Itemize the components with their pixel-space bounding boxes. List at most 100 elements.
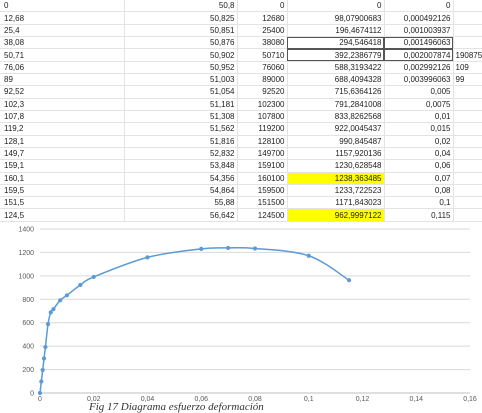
table-cell[interactable]: 102,3 xyxy=(0,98,125,111)
table-cell[interactable] xyxy=(453,208,482,222)
table-cell[interactable]: 151,5 xyxy=(0,196,125,210)
table-cell[interactable]: 0 xyxy=(287,0,385,13)
table-cell[interactable]: 833,8262568 xyxy=(287,110,385,124)
table-cell[interactable]: 0,002992126 xyxy=(384,61,454,75)
table-cell[interactable]: 50,8 xyxy=(124,0,238,13)
table-cell[interactable]: 1233,722523 xyxy=(287,184,385,198)
table-cell[interactable]: 0,07 xyxy=(384,172,454,185)
table-cell[interactable] xyxy=(453,196,482,210)
table-cell[interactable]: 1238,363485 xyxy=(287,172,385,185)
table-cell[interactable]: 51,003 xyxy=(124,73,238,87)
table-cell[interactable] xyxy=(453,122,482,136)
table-cell[interactable]: 294,546418 xyxy=(287,36,385,50)
table-cell[interactable]: 990,845487 xyxy=(287,135,385,148)
table-cell[interactable]: 588,3193422 xyxy=(287,61,385,75)
table-cell[interactable]: 0,08 xyxy=(384,184,454,198)
table-cell[interactable]: 151500 xyxy=(237,196,288,210)
table-cell[interactable]: 51,562 xyxy=(124,122,238,136)
table-cell[interactable]: 0,000492126 xyxy=(384,11,454,25)
table-cell[interactable]: 190875,646 xyxy=(453,48,482,62)
table-cell[interactable]: 688,4094328 xyxy=(287,73,385,87)
table-cell[interactable]: 0,005 xyxy=(384,85,454,99)
table-cell[interactable]: 12,68 xyxy=(0,11,125,25)
table-cell[interactable]: 0,06 xyxy=(384,159,454,173)
table-cell[interactable]: 962,9997122 xyxy=(287,208,385,222)
table-cell[interactable]: 89 xyxy=(0,73,125,87)
table-cell[interactable]: 50,71 xyxy=(0,48,125,62)
table-cell[interactable]: 0,001496063 xyxy=(384,36,454,50)
table-cell[interactable]: 0 xyxy=(237,0,288,13)
table-cell[interactable]: 124500 xyxy=(237,208,288,222)
table-cell[interactable]: 1171,843023 xyxy=(287,196,385,210)
table-cell[interactable]: 119200 xyxy=(237,122,288,136)
table-cell[interactable]: 76,06 xyxy=(0,61,125,75)
table-cell[interactable]: 54,356 xyxy=(124,172,238,185)
table-cell[interactable] xyxy=(453,0,482,13)
table-cell[interactable]: 0,0075 xyxy=(384,98,454,111)
table-cell[interactable]: 159,1 xyxy=(0,159,125,173)
table-cell[interactable]: 0,015 xyxy=(384,122,454,136)
table-cell[interactable]: 0 xyxy=(0,0,125,13)
table-cell[interactable]: 54,864 xyxy=(124,184,238,198)
table-cell[interactable]: 124,5 xyxy=(0,208,125,222)
table-cell[interactable]: 52,832 xyxy=(124,147,238,161)
table-cell[interactable]: 92520 xyxy=(237,85,288,99)
table-cell[interactable]: 0,003996063 xyxy=(384,73,454,87)
table-cell[interactable]: 160100 xyxy=(237,172,288,185)
table-cell[interactable]: 715,6364126 xyxy=(287,85,385,99)
table-cell[interactable]: 0,04 xyxy=(384,147,454,161)
table-cell[interactable]: 51,054 xyxy=(124,85,238,99)
table-cell[interactable]: 92,52 xyxy=(0,85,125,99)
table-cell[interactable]: 128,1 xyxy=(0,135,125,148)
table-cell[interactable]: 159500 xyxy=(237,184,288,198)
table-cell[interactable] xyxy=(453,110,482,124)
table-cell[interactable]: 128100 xyxy=(237,135,288,148)
table-cell[interactable]: 56,642 xyxy=(124,208,238,222)
table-cell[interactable]: 25400 xyxy=(237,24,288,38)
table-cell[interactable] xyxy=(453,85,482,99)
table-cell[interactable]: 51,181 xyxy=(124,98,238,111)
table-cell[interactable] xyxy=(453,147,482,161)
table-cell[interactable] xyxy=(453,36,482,50)
table-cell[interactable]: 55,88 xyxy=(124,196,238,210)
table-cell[interactable]: 0 xyxy=(384,0,454,13)
table-cell[interactable]: 98,07900683 xyxy=(287,11,385,25)
table-cell[interactable]: 25,4 xyxy=(0,24,125,38)
table-cell[interactable]: 38080 xyxy=(237,36,288,50)
table-cell[interactable]: 107800 xyxy=(237,110,288,124)
table-cell[interactable]: 1230,628548 xyxy=(287,159,385,173)
table-cell[interactable]: 89000 xyxy=(237,73,288,87)
table-cell[interactable]: 50,825 xyxy=(124,11,238,25)
table-cell[interactable]: 50,851 xyxy=(124,24,238,38)
table-cell[interactable]: 196,4674112 xyxy=(287,24,385,38)
table-cell[interactable]: 51,308 xyxy=(124,110,238,124)
table-cell[interactable]: 0,01 xyxy=(384,110,454,124)
table-cell[interactable] xyxy=(453,172,482,185)
table-cell[interactable]: 99 xyxy=(453,73,482,87)
table-cell[interactable]: 0,001003937 xyxy=(384,24,454,38)
table-cell[interactable] xyxy=(453,135,482,148)
table-cell[interactable]: 38,08 xyxy=(0,36,125,50)
table-cell[interactable]: 160,1 xyxy=(0,172,125,185)
table-cell[interactable]: 922,0045437 xyxy=(287,122,385,136)
table-cell[interactable] xyxy=(453,24,482,38)
table-cell[interactable]: 109 xyxy=(453,61,482,75)
table-cell[interactable]: 102300 xyxy=(237,98,288,111)
table-cell[interactable]: 0,002007874 xyxy=(384,48,454,62)
table-cell[interactable]: 50,902 xyxy=(124,48,238,62)
table-cell[interactable]: 53,848 xyxy=(124,159,238,173)
table-cell[interactable]: 12680 xyxy=(237,11,288,25)
table-cell[interactable]: 50,952 xyxy=(124,61,238,75)
table-cell[interactable]: 50,876 xyxy=(124,36,238,50)
table-cell[interactable] xyxy=(453,11,482,25)
table-cell[interactable] xyxy=(453,98,482,111)
table-cell[interactable]: 159,5 xyxy=(0,184,125,198)
table-cell[interactable] xyxy=(453,184,482,198)
table-cell[interactable]: 149,7 xyxy=(0,147,125,161)
table-cell[interactable]: 0,1 xyxy=(384,196,454,210)
table-cell[interactable]: 1157,920136 xyxy=(287,147,385,161)
table-cell[interactable]: 791,2841008 xyxy=(287,98,385,111)
table-cell[interactable]: 159100 xyxy=(237,159,288,173)
table-cell[interactable]: 392,2386779 xyxy=(287,48,385,62)
table-cell[interactable]: 51,816 xyxy=(124,135,238,148)
